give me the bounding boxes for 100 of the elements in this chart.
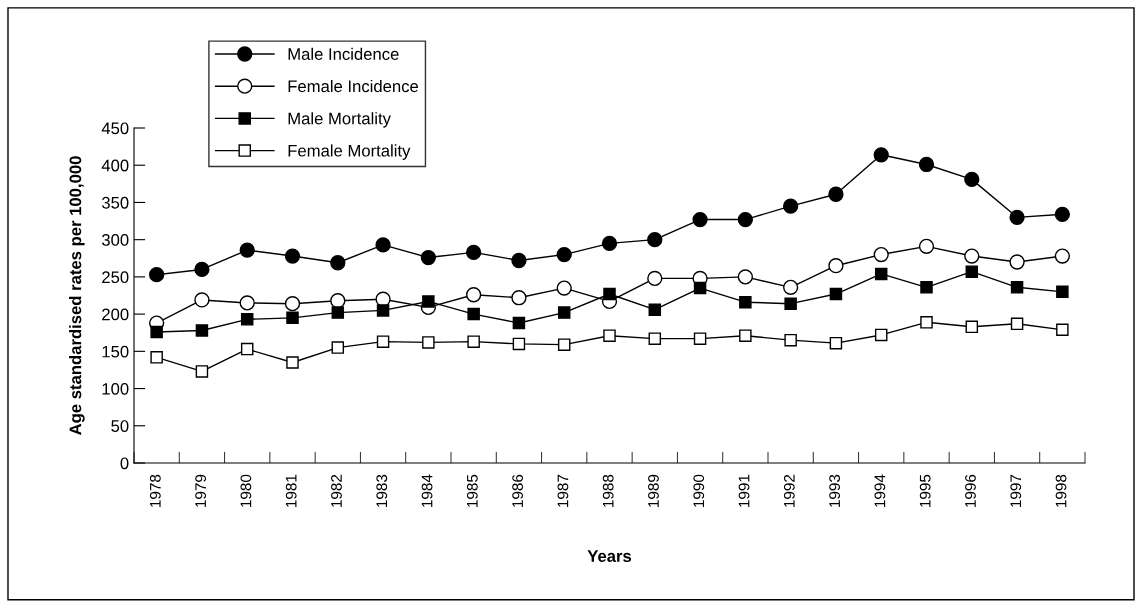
x-tick-label: 1989 xyxy=(648,474,659,507)
point xyxy=(422,336,435,349)
y-axis-title: Age standardised rates per 100,000 xyxy=(69,156,85,435)
point xyxy=(873,147,889,163)
point xyxy=(420,249,436,266)
point xyxy=(466,244,482,260)
point xyxy=(240,342,254,356)
point xyxy=(873,246,889,263)
point xyxy=(828,258,844,274)
point xyxy=(784,297,797,310)
y-tick-label: 250 xyxy=(102,271,129,284)
legend-label: Female Mortality xyxy=(288,144,411,160)
point xyxy=(920,281,933,294)
x-tick-label: 1984 xyxy=(421,474,433,507)
point xyxy=(1054,206,1070,222)
point xyxy=(149,267,165,283)
point xyxy=(556,246,572,263)
x-tick-label: 1996 xyxy=(965,474,976,507)
point xyxy=(964,248,980,264)
point xyxy=(964,171,980,188)
point xyxy=(1056,285,1069,299)
point xyxy=(693,281,707,295)
point xyxy=(647,270,663,287)
point xyxy=(920,316,933,329)
point xyxy=(240,313,254,326)
point xyxy=(603,329,616,342)
point xyxy=(739,329,752,342)
point xyxy=(511,252,527,269)
point xyxy=(284,296,301,312)
x-tick-label: 1992 xyxy=(783,474,795,507)
point xyxy=(783,198,799,214)
point xyxy=(150,325,163,339)
point xyxy=(375,237,391,253)
point xyxy=(194,292,210,308)
y-tick-label: 200 xyxy=(102,308,129,321)
point xyxy=(647,232,663,248)
point xyxy=(918,238,935,255)
x-axis-title: Years xyxy=(587,550,632,562)
point xyxy=(239,295,255,311)
point xyxy=(194,261,210,278)
x-tick-label: 1997 xyxy=(1010,474,1022,507)
x-tick-label: 1979 xyxy=(195,474,207,507)
x-tick-label: 1988 xyxy=(602,474,614,507)
point xyxy=(331,306,345,319)
point xyxy=(648,332,662,345)
y-tick-label: 0 xyxy=(120,457,129,470)
point xyxy=(874,328,888,342)
y-tick-label: 300 xyxy=(101,234,129,246)
point xyxy=(739,295,752,309)
y-tick-label: 350 xyxy=(101,196,129,209)
point xyxy=(284,248,301,264)
point xyxy=(195,365,209,378)
point xyxy=(829,287,843,301)
point xyxy=(286,356,299,369)
point xyxy=(648,303,662,316)
point xyxy=(556,280,572,296)
x-tick-label: 1981 xyxy=(285,474,297,507)
point xyxy=(828,186,844,202)
x-tick-label: 1991 xyxy=(738,474,750,507)
point xyxy=(330,293,346,309)
point xyxy=(195,324,209,337)
x-tick-label: 1982 xyxy=(331,474,342,507)
y-tick-label: 150 xyxy=(102,345,129,358)
legend-label: Male Incidence xyxy=(288,47,399,60)
point xyxy=(1056,323,1069,336)
x-tick-label: 1993 xyxy=(829,474,841,507)
legend-label: Male Mortality xyxy=(288,112,391,128)
point xyxy=(601,235,618,252)
point xyxy=(1010,281,1024,294)
point xyxy=(331,341,345,354)
point xyxy=(783,279,799,295)
point xyxy=(376,335,390,348)
point xyxy=(286,311,299,325)
point xyxy=(466,287,482,303)
point xyxy=(1009,209,1025,225)
x-tick-label: 1980 xyxy=(240,474,252,507)
point xyxy=(467,307,480,321)
x-tick-label: 1987 xyxy=(557,474,569,507)
point xyxy=(737,269,753,285)
y-tick-label: 100 xyxy=(102,382,129,395)
point xyxy=(557,338,571,351)
x-tick-label: 1995 xyxy=(919,474,931,507)
point xyxy=(557,306,571,319)
point xyxy=(784,333,797,347)
point xyxy=(1009,254,1025,270)
x-tick-label: 1985 xyxy=(466,474,478,507)
y-tick-label: 400 xyxy=(101,159,129,172)
point xyxy=(422,295,435,308)
point xyxy=(150,351,163,364)
point xyxy=(330,255,346,271)
x-tick-label: 1994 xyxy=(874,474,886,507)
point xyxy=(692,211,708,228)
point xyxy=(874,267,888,281)
point xyxy=(965,320,979,334)
x-tick-label: 1990 xyxy=(693,474,705,507)
y-tick-label: 450 xyxy=(101,122,129,135)
point xyxy=(512,337,526,351)
legend-label: Female Incidence xyxy=(288,79,419,93)
point xyxy=(467,335,480,348)
point xyxy=(511,290,527,306)
